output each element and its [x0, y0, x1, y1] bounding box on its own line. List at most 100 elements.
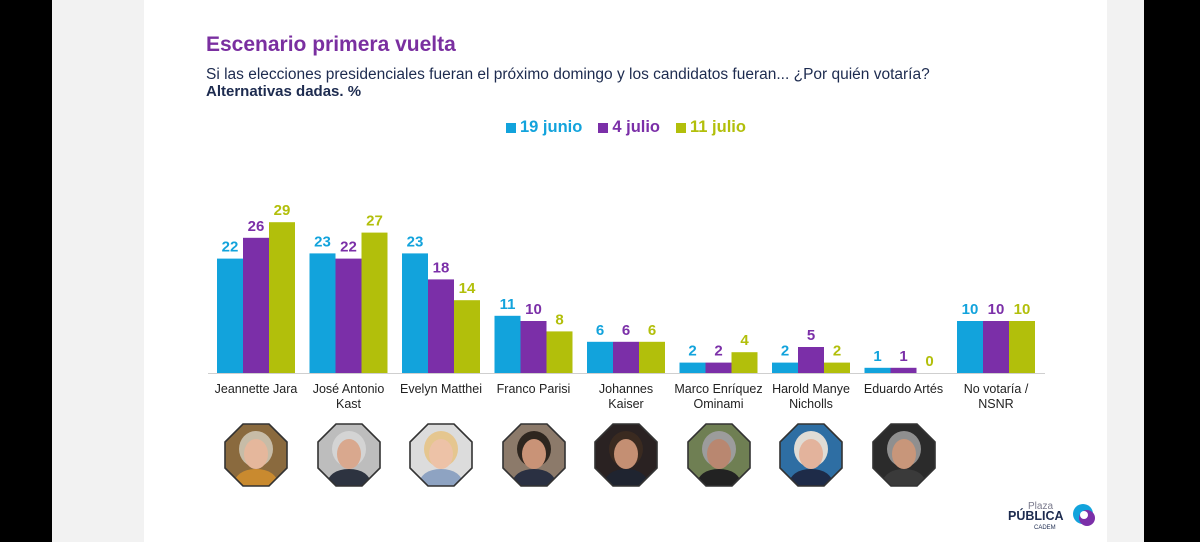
- category-label: Jeannette Jara: [203, 382, 309, 397]
- chart-title: Escenario primera vuelta: [206, 33, 456, 56]
- data-label-0-19-junio: 22: [222, 239, 239, 256]
- bar-5-11-julio: [731, 352, 758, 373]
- data-label-3-19-junio: 11: [500, 296, 516, 313]
- category-label-line: Ominami: [693, 397, 744, 411]
- category-label: Franco Parisi: [481, 382, 587, 397]
- bar-2-19-junio: [402, 253, 428, 373]
- data-label-8-4-julio: 10: [988, 301, 1005, 318]
- franco-parisi-photo: [501, 423, 566, 487]
- data-label-1-4-julio: 22: [340, 239, 357, 256]
- legend-item-11-julio: 11 julio: [676, 118, 746, 137]
- bar-2-4-julio: [428, 279, 454, 373]
- data-label-6-11-julio: 2: [833, 343, 841, 360]
- data-label-7-11-julio: 0: [925, 353, 933, 370]
- data-label-5-4-julio: 2: [714, 343, 722, 360]
- legend-label-19-junio: 19 junio: [520, 118, 583, 136]
- data-label-2-19-junio: 23: [407, 233, 424, 250]
- category-label: Evelyn Matthei: [388, 382, 494, 397]
- data-label-8-19-junio: 10: [962, 301, 979, 318]
- category-label: Harold Manye Nicholls: [758, 382, 864, 412]
- category-label: Eduardo Artés: [851, 382, 957, 397]
- bar-7-19-junio: [864, 367, 891, 373]
- logo-circle-hole: [1080, 511, 1088, 519]
- bar-3-11-julio: [546, 331, 573, 373]
- bar-4-4-julio: [613, 341, 639, 373]
- logo-line1: Plaza: [1028, 501, 1053, 512]
- logo-line2: PÚBLICA: [1008, 508, 1064, 523]
- bar-6-4-julio: [798, 347, 824, 373]
- data-label-8-11-julio: 10: [1014, 301, 1031, 318]
- legend-item-4-julio: 4 julio: [598, 118, 660, 137]
- legend-swatch-19-junio: [506, 122, 516, 133]
- marco-enriquez-ominami-photo: [686, 423, 751, 487]
- bar-5-19-junio: [679, 362, 706, 373]
- bar-4-19-junio: [587, 341, 613, 373]
- eduardo-artes-photo: [871, 423, 936, 487]
- category-label-line: Franco Parisi: [496, 382, 571, 396]
- data-label-6-4-julio: 5: [807, 327, 815, 344]
- bar-8-11-julio: [1009, 321, 1035, 373]
- left-black-border: [0, 0, 52, 542]
- legend-swatch-4-julio: [598, 122, 609, 133]
- category-label: Johannes Kaiser: [573, 382, 679, 412]
- johannes-kaiser-photo: [594, 423, 658, 487]
- bar-5-4-julio: [705, 362, 732, 373]
- data-label-4-4-julio: 6: [622, 322, 630, 339]
- chart-note: Alternativas dadas. %: [206, 83, 362, 100]
- bar-8-19-junio: [957, 321, 983, 373]
- data-label-7-4-julio: 1: [899, 348, 907, 365]
- data-label-4-11-julio: 6: [648, 322, 656, 339]
- left-margin: [52, 0, 144, 542]
- bar-0-4-julio: [243, 237, 269, 373]
- bar-3-19-junio: [494, 315, 521, 373]
- data-label-3-11-julio: 8: [555, 311, 563, 328]
- category-label-line: Marco Enríquez: [674, 382, 763, 396]
- legend-swatch-11-julio: [676, 122, 687, 133]
- bar-6-19-junio: [772, 362, 798, 373]
- legend: 19 junio 4 julio 11 julio: [506, 118, 746, 137]
- harold-manye-nicholls-photo: [779, 423, 843, 487]
- category-label: Marco Enríquez Ominami: [666, 382, 772, 412]
- category-label-line: Eduardo Artés: [863, 382, 944, 396]
- category-label-line: Johannes: [598, 382, 654, 396]
- legend-label-4-julio: 4 julio: [612, 118, 661, 136]
- jose-antonio-kast-photo: [316, 423, 381, 487]
- legend-label-11-julio: 11 julio: [690, 118, 746, 136]
- category-label-line: NSNR: [978, 397, 1014, 411]
- jeannette-jara-photo: [224, 423, 288, 487]
- bar-1-19-junio: [309, 253, 336, 373]
- category-label-line: Nicholls: [789, 397, 833, 411]
- category-label-line: Kast: [335, 397, 361, 411]
- bar-1-11-julio: [361, 232, 388, 373]
- data-label-7-19-junio: 1: [873, 348, 881, 365]
- category-label: No votaría / NSNR: [943, 382, 1049, 412]
- bar-8-4-julio: [983, 321, 1009, 373]
- data-label-1-11-julio: 27: [366, 213, 383, 230]
- bar-7-4-julio: [890, 367, 917, 373]
- category-label-line: Evelyn Matthei: [400, 382, 482, 396]
- data-label-2-4-julio: 18: [433, 259, 450, 276]
- category-label-line: No votaría /: [963, 382, 1029, 396]
- bar-1-4-julio: [335, 258, 362, 373]
- data-label-1-19-junio: 23: [314, 233, 331, 250]
- right-black-border: [1144, 0, 1200, 542]
- bar-0-11-julio: [269, 222, 295, 373]
- category-label-line: Jeannette Jara: [214, 382, 298, 396]
- legend-item-19-junio: 19 junio: [506, 118, 582, 137]
- data-label-5-19-junio: 2: [688, 343, 696, 360]
- evelyn-matthei-photo: [409, 423, 473, 487]
- data-label-4-19-junio: 6: [596, 322, 604, 339]
- chart-subtitle: Si las elecciones presidenciales fueran …: [206, 66, 930, 83]
- logo-line3: CADEM: [1034, 525, 1056, 531]
- data-label-3-4-julio: 10: [525, 301, 542, 318]
- bar-3-4-julio: [520, 321, 547, 373]
- bar-2-11-julio: [454, 300, 480, 373]
- data-label-6-19-junio: 2: [781, 343, 789, 360]
- bar-6-11-julio: [824, 362, 850, 373]
- data-label-2-11-julio: 14: [459, 280, 476, 297]
- right-margin: [1107, 0, 1144, 542]
- category-label-line: José Antonio: [312, 382, 385, 396]
- bar-0-19-junio: [217, 258, 243, 373]
- plaza-publica-cadem-logo: Plaza PÚBLICA CADEM: [1008, 501, 1095, 531]
